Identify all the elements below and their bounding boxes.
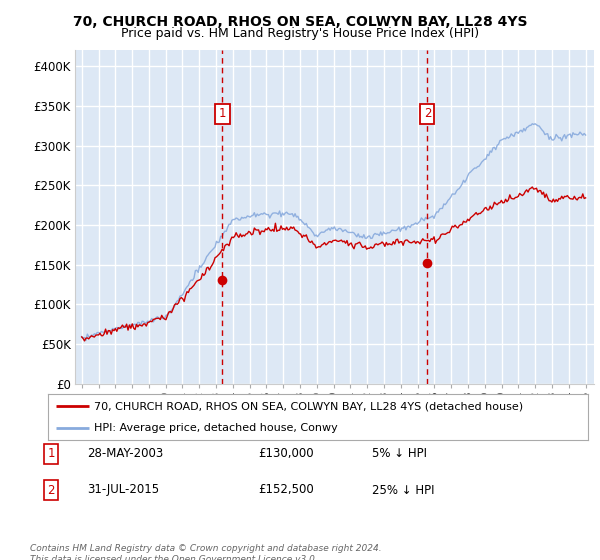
Text: £130,000: £130,000	[258, 447, 314, 460]
Text: 25% ↓ HPI: 25% ↓ HPI	[372, 483, 434, 497]
Text: 1: 1	[47, 447, 55, 460]
Text: 1: 1	[219, 108, 226, 120]
Text: Contains HM Land Registry data © Crown copyright and database right 2024.
This d: Contains HM Land Registry data © Crown c…	[30, 544, 382, 560]
Text: 28-MAY-2003: 28-MAY-2003	[87, 447, 163, 460]
Text: 70, CHURCH ROAD, RHOS ON SEA, COLWYN BAY, LL28 4YS: 70, CHURCH ROAD, RHOS ON SEA, COLWYN BAY…	[73, 15, 527, 29]
Text: £152,500: £152,500	[258, 483, 314, 497]
Text: HPI: Average price, detached house, Conwy: HPI: Average price, detached house, Conw…	[94, 423, 338, 433]
Text: Price paid vs. HM Land Registry's House Price Index (HPI): Price paid vs. HM Land Registry's House …	[121, 27, 479, 40]
Text: 2: 2	[424, 108, 431, 120]
Text: 31-JUL-2015: 31-JUL-2015	[87, 483, 159, 497]
Text: 70, CHURCH ROAD, RHOS ON SEA, COLWYN BAY, LL28 4YS (detached house): 70, CHURCH ROAD, RHOS ON SEA, COLWYN BAY…	[94, 401, 523, 411]
Text: 2: 2	[47, 483, 55, 497]
Text: 5% ↓ HPI: 5% ↓ HPI	[372, 447, 427, 460]
